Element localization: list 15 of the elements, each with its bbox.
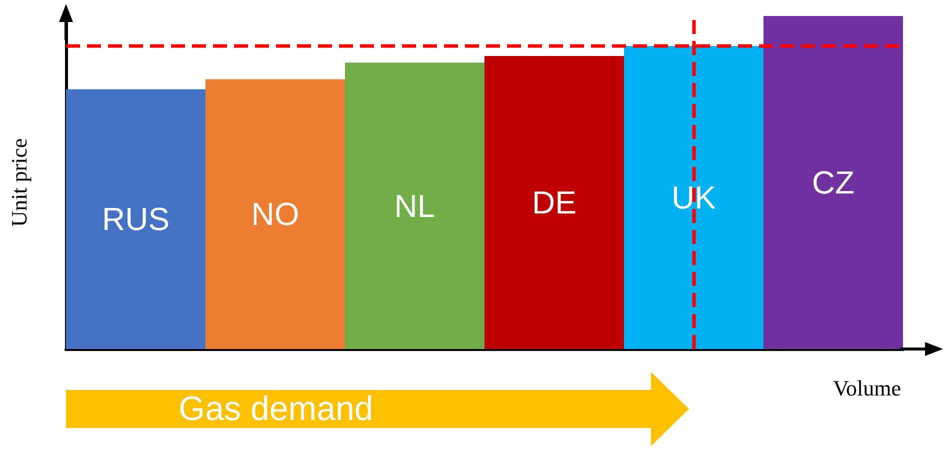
x-tick-label: NL [394,188,436,224]
x-tick-label: RUS [102,201,170,238]
x-tick-label: UK [672,179,716,216]
bar [206,79,345,349]
bar [345,62,484,349]
bar [624,46,764,349]
x-tick-label: NO [251,196,300,232]
bar [66,89,206,349]
x-axis-title: Volume [833,376,902,400]
x-tick-label: DE [532,184,576,220]
text: Gas demand [178,389,374,430]
bar [764,16,903,349]
bar [484,56,624,349]
y-axis-title: Unit price [6,138,32,227]
x-tick-label: CZ [812,164,855,200]
